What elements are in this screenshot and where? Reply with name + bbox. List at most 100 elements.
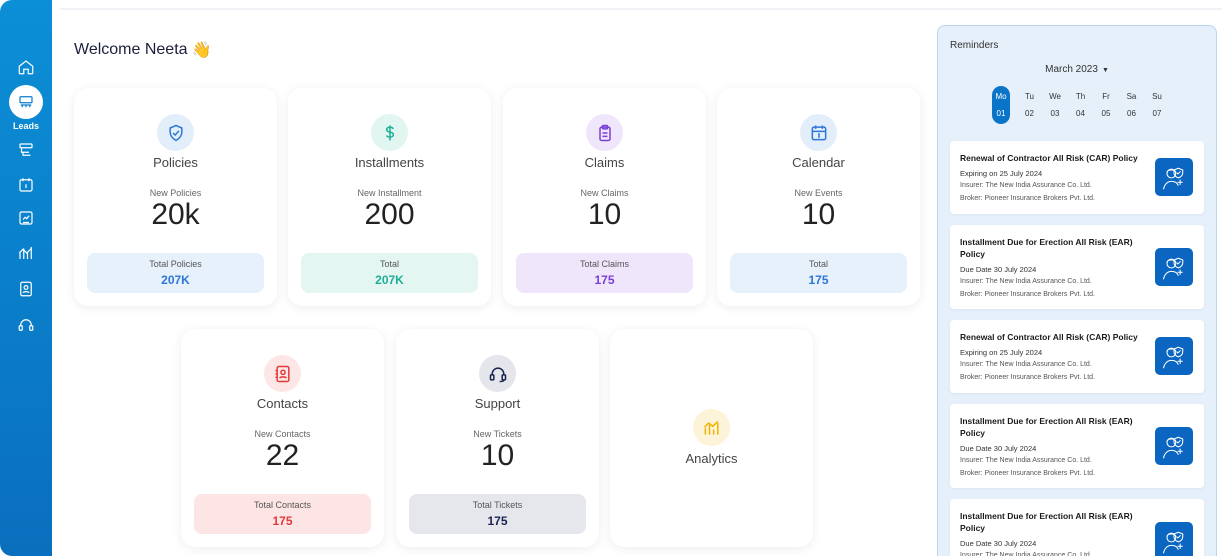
claims-card[interactable]: Claims New Claims 10 Total Claims 175 (503, 88, 706, 306)
sidebar-item-leads-label: Leads (12, 121, 39, 131)
reminder-card[interactable]: Installment Due for Erection All Risk (E… (950, 404, 1204, 488)
reminder-broker: Broker: Pioneer Insurance Brokers Pvt. L… (960, 291, 1096, 298)
contacts-card[interactable]: Contacts New Contacts 22 Total Contacts 175 (181, 329, 384, 547)
card-total-label: Total (808, 259, 828, 269)
reminder-title: Installment Due for Erection All Risk (E… (960, 416, 1133, 438)
support-icon[interactable] (14, 313, 38, 337)
card-sublabel: New Tickets (473, 429, 522, 439)
card-title: Claims (584, 155, 625, 170)
card-total-label: Total Tickets (472, 500, 523, 510)
card-total-box: Total Contacts 175 (194, 494, 371, 534)
welcome-heading: Welcome Neeta 👋 (74, 40, 211, 60)
reminders-title: Reminders (950, 40, 999, 51)
headset-icon (479, 355, 516, 392)
card-title: Support (474, 396, 521, 411)
card-total-label: Total Claims (579, 259, 629, 269)
card-total-box: Total 175 (730, 253, 907, 293)
card-sublabel: New Claims (580, 188, 629, 198)
leads-icon (19, 96, 33, 108)
day-name: Fr (1102, 92, 1110, 101)
contacts-icon[interactable] (14, 277, 38, 301)
day-number: 06 (1127, 109, 1136, 118)
card-title: Contacts (256, 396, 309, 411)
card-value: 10 (801, 198, 836, 231)
reminder-insurer: Insurer: The New India Assurance Co. Ltd… (960, 182, 1092, 189)
card-value: 20k (151, 198, 200, 231)
card-total-box: Total Tickets 175 (409, 494, 586, 534)
card-title: Calendar (792, 155, 845, 170)
card-total-label: Total Policies (149, 259, 202, 269)
reminder-broker: Broker: Pioneer Insurance Brokers Pvt. L… (960, 195, 1096, 202)
reminder-date-label: Expiring on (960, 169, 998, 178)
reminder-title: Installment Due for Erection All Risk (E… (960, 511, 1133, 533)
support-card[interactable]: Support New Tickets 10 Total Tickets 175 (396, 329, 599, 547)
reminder-card[interactable]: Renewal of Contractor All Risk (CAR) Pol… (950, 141, 1204, 214)
card-sublabel: New Policies (149, 188, 202, 198)
day-name: Th (1075, 92, 1086, 101)
reminder-card[interactable]: Installment Due for Erection All Risk (E… (950, 225, 1204, 309)
reminder-card[interactable]: Installment Due for Erection All Risk (E… (950, 499, 1204, 556)
policies-card[interactable]: Policies New Policies 20k Total Policies 207… (74, 88, 277, 306)
card-total-value: 175 (808, 273, 829, 287)
day-number: 01 (996, 109, 1006, 118)
reminder-card[interactable]: Renewal of Contractor All Risk (CAR) Pol… (950, 320, 1204, 393)
card-value: 22 (265, 439, 300, 472)
analytics-card[interactable]: Analytics (610, 329, 813, 547)
card-value: 200 (364, 198, 415, 231)
calendar-icon[interactable] (14, 173, 38, 197)
reminder-date-label: Expiring on (960, 348, 998, 357)
policies-icon[interactable] (14, 138, 38, 162)
day-mo[interactable]: Mo 01 (992, 86, 1010, 124)
card-sublabel: New Contacts (254, 429, 311, 439)
analytics-chart-icon (693, 409, 730, 446)
reminder-date-line: Due Date 30 July 2024 (960, 265, 1036, 274)
welcome-text: Welcome Neeta (74, 41, 188, 58)
card-title: Installments (354, 155, 425, 170)
contact-book-icon (264, 355, 301, 392)
caret-down-icon: ▼ (1101, 67, 1109, 74)
policy-person-icon (1155, 337, 1193, 375)
card-total-box: Total Policies 207K (87, 253, 264, 293)
sidebar-item-leads[interactable] (9, 85, 43, 119)
reminder-date-label: Due Date (960, 265, 992, 274)
card-value: 10 (480, 439, 515, 472)
day-number: 04 (1076, 109, 1085, 118)
sidebar: Leads (0, 0, 52, 556)
reminder-date: 30 July 2024 (993, 265, 1037, 274)
card-total-value: 207K (375, 273, 404, 287)
card-total-box: Total 207K (301, 253, 478, 293)
top-divider (60, 8, 1222, 10)
reminder-date-line: Due Date 30 July 2024 (960, 444, 1036, 453)
day-sa[interactable]: Sa 06 (1119, 86, 1144, 124)
day-th[interactable]: Th 04 (1068, 86, 1093, 124)
reminder-date-line: Expiring on 25 July 2024 (960, 348, 1042, 357)
clipboard-icon (586, 114, 623, 151)
reminder-insurer: Insurer: The New India Assurance Co. Ltd… (960, 278, 1092, 285)
day-number: 07 (1152, 109, 1162, 118)
day-name: Mo (995, 92, 1007, 101)
reminder-date: 25 July 2024 (999, 348, 1043, 357)
reminder-insurer: Insurer: The New India Assurance Co. Ltd… (960, 361, 1092, 368)
analytics-icon[interactable] (14, 241, 38, 265)
reminder-title: Renewal of Contractor All Risk (CAR) Pol… (960, 153, 1138, 163)
reminder-date-line: Expiring on 25 July 2024 (960, 169, 1042, 178)
waving-hand-icon: 👋 (191, 42, 212, 59)
calendar-card[interactable]: Calendar New Events 10 Total 175 (717, 88, 920, 306)
policy-person-icon (1155, 248, 1193, 286)
calendar-icon (800, 114, 837, 151)
home-icon[interactable] (14, 55, 38, 79)
reminder-date-label: Due Date (960, 539, 992, 548)
day-fr[interactable]: Fr 05 (1094, 86, 1119, 124)
card-total-label: Total Contacts (253, 500, 312, 510)
installments-card[interactable]: Installments New Installment 200 Total 207K (288, 88, 491, 306)
day-we[interactable]: We 03 (1043, 86, 1068, 124)
day-name: We (1049, 92, 1061, 101)
card-total-value: 175 (594, 273, 615, 287)
reminder-title: Renewal of Contractor All Risk (CAR) Pol… (960, 332, 1138, 342)
claims-icon[interactable] (14, 206, 38, 230)
month-selector[interactable]: March 2023 ▼ (938, 64, 1216, 75)
day-tu[interactable]: Tu 02 (1017, 86, 1042, 124)
day-su[interactable]: Su 07 (1145, 86, 1170, 124)
day-name: Su (1152, 92, 1162, 101)
